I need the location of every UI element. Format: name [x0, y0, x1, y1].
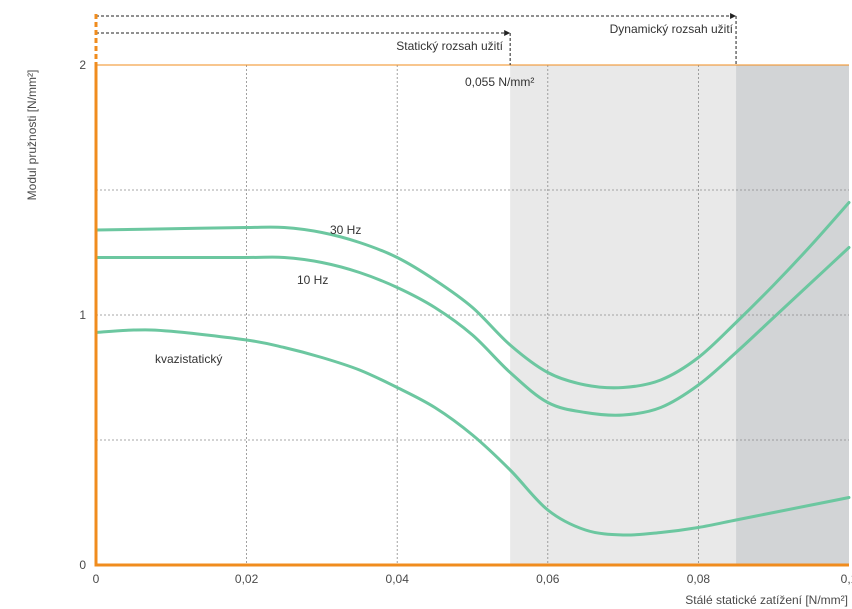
- x-tick-label: 0,06: [536, 572, 560, 586]
- series-line-0: [94, 201, 851, 390]
- series-label-10hz: 10 Hz: [297, 273, 328, 287]
- x-tick-label: 0: [93, 572, 100, 586]
- x-tick-label: 0,08: [687, 572, 711, 586]
- series-lines: [94, 201, 851, 537]
- series-label-quasistatic: kvazistatický: [155, 352, 222, 366]
- x-tick-label: 0,02: [235, 572, 259, 586]
- grid-lines: [96, 64, 849, 565]
- x-axis-title: Stálé statické zatížení [N/mm²]: [685, 593, 848, 607]
- threshold-label: 0,055 N/mm²: [465, 75, 534, 89]
- x-tick-label: 0,04: [386, 572, 410, 586]
- y-axis-title: Modul pružnosti [N/mm²]: [25, 70, 39, 201]
- series-line-2: [94, 328, 851, 537]
- dynamic-range-arrow: [730, 13, 737, 19]
- series-line-1: [94, 246, 851, 417]
- range-indicators: [94, 13, 737, 65]
- tick-labels: 0 0,02 0,04 0,06 0,08 0,1 0 1 2: [79, 58, 852, 586]
- series-label-30hz: 30 Hz: [330, 223, 361, 237]
- x-tick-label: 0,1: [841, 572, 852, 586]
- y-tick-label: 0: [79, 558, 86, 572]
- dynamic-range-label: Dynamický rozsah užití: [610, 22, 734, 36]
- static-range-label: Statický rozsah užití: [396, 39, 503, 53]
- axes: [94, 65, 849, 567]
- static-range-arrow: [504, 30, 511, 36]
- y-tick-label: 2: [79, 58, 86, 72]
- y-tick-label: 1: [79, 308, 86, 322]
